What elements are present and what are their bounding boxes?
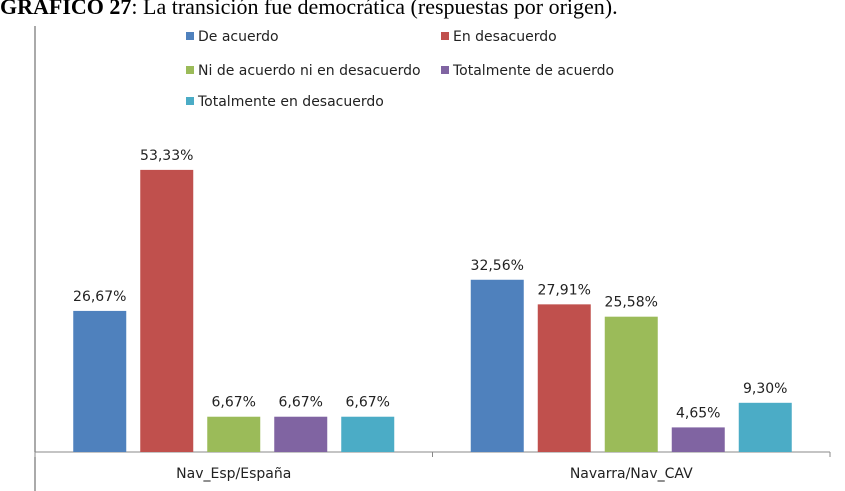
legend-label: Totalmente en desacuerdo bbox=[197, 94, 384, 110]
data-label: 26,67% bbox=[73, 289, 126, 305]
legend-label: De acuerdo bbox=[198, 29, 279, 45]
x-tick-label: Nav_Esp/España bbox=[176, 466, 291, 482]
chart-title: GRÁFICO 27: La transición fue democrátic… bbox=[0, 0, 618, 19]
legend-swatch bbox=[186, 97, 194, 105]
bar bbox=[738, 402, 792, 452]
data-label: 9,30% bbox=[743, 381, 787, 397]
bar bbox=[73, 310, 127, 452]
data-label: 32,56% bbox=[471, 258, 524, 274]
legend-label: Totalmente de acuerdo bbox=[452, 63, 614, 79]
data-label: 25,58% bbox=[605, 295, 658, 311]
data-label: 4,65% bbox=[676, 405, 720, 421]
legend-swatch bbox=[441, 32, 449, 40]
bar bbox=[207, 416, 261, 452]
bar bbox=[140, 169, 194, 453]
legend-label: Ni de acuerdo ni en desacuerdo bbox=[198, 63, 421, 79]
bar bbox=[341, 416, 395, 452]
data-label: 53,33% bbox=[140, 148, 193, 164]
data-label: 6,67% bbox=[346, 395, 390, 411]
legend-swatch bbox=[186, 32, 194, 40]
legend-swatch bbox=[186, 66, 194, 74]
bar bbox=[470, 279, 524, 452]
x-tick-label: Navarra/Nav_CAV bbox=[570, 466, 693, 482]
bar bbox=[274, 416, 328, 452]
legend-label: En desacuerdo bbox=[453, 29, 557, 45]
bar bbox=[671, 427, 725, 452]
bar bbox=[537, 304, 591, 452]
legend-swatch bbox=[441, 66, 449, 74]
data-label: 6,67% bbox=[212, 395, 256, 411]
title-label: GRÁFICO 27 bbox=[0, 0, 131, 19]
data-label: 27,91% bbox=[538, 282, 591, 298]
data-label: 6,67% bbox=[279, 395, 323, 411]
bar bbox=[604, 316, 658, 452]
title-text: : La transición fue democrática (respues… bbox=[131, 0, 617, 19]
